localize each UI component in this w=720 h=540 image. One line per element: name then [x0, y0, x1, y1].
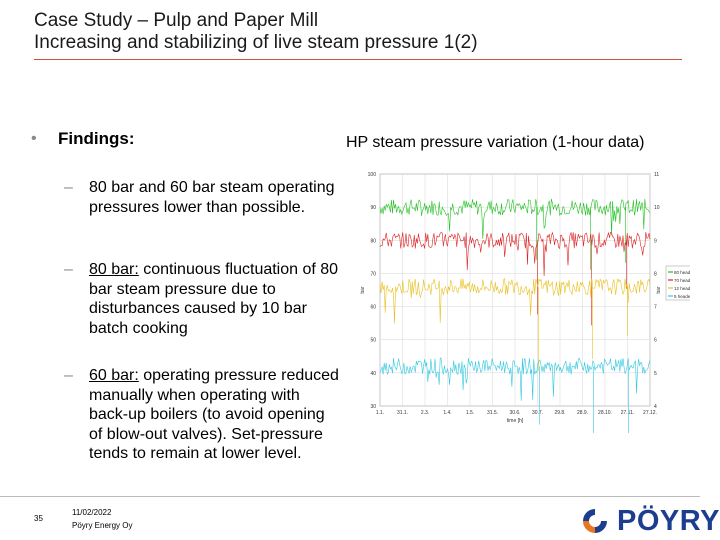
slide-title-line1: Case Study – Pulp and Paper Mill	[34, 10, 319, 31]
page-number: 35	[34, 514, 43, 523]
finding-text: 80 bar and 60 bar steam operating pressu…	[89, 179, 335, 216]
x-tick-label: 28.9.	[577, 410, 588, 416]
legend-label: 70 header	[674, 278, 690, 283]
series-line	[379, 231, 651, 277]
x-tick-label: 1.1.	[376, 410, 384, 416]
finding-dash: –	[64, 261, 73, 278]
footer-company: Pöyry Energy Oy	[72, 521, 133, 530]
y-tick-label: 30	[370, 404, 376, 410]
x-tick-label: 29.8.	[554, 410, 565, 416]
x-tick-label: 30.7.	[532, 410, 543, 416]
x-axis-label: time [h]	[507, 418, 524, 424]
y2-tick-label: 10	[654, 205, 660, 211]
legend-label: 12 header	[674, 286, 690, 291]
y2-tick-label: 7	[654, 305, 657, 311]
y-tick-label: 50	[370, 338, 376, 344]
x-tick-label: 30.6.	[509, 410, 520, 416]
y2-tick-label: 6	[654, 338, 657, 344]
finding-dash: –	[64, 179, 73, 196]
series-line	[379, 357, 651, 401]
findings-heading: Findings:	[58, 129, 135, 148]
x-tick-label: 27.12.	[643, 410, 657, 416]
x-tick-label: 1.5.	[466, 410, 474, 416]
y-tick-label: 90	[370, 205, 376, 211]
x-tick-label: 28.10.	[598, 410, 612, 416]
logo-wordmark: PÖYRY	[617, 505, 720, 537]
y2-tick-label: 4	[654, 404, 657, 410]
x-tick-label: 31.5.	[487, 410, 498, 416]
chart-title: HP steam pressure variation (1-hour data…	[346, 134, 645, 151]
y2-tick-label: 9	[654, 238, 657, 244]
footer-divider	[0, 496, 700, 497]
poyry-logo-icon	[583, 509, 607, 533]
y-axis-label: bar	[360, 286, 366, 294]
findings-bullet: •	[31, 130, 37, 147]
series-line	[379, 277, 651, 324]
title-divider	[34, 59, 682, 60]
x-tick-label: 2.3.	[421, 410, 429, 416]
footer-date: 11/02/2022	[72, 508, 112, 517]
legend-label: 80 header	[674, 270, 690, 275]
finding-text: 60 bar: operating pressure reduced manua…	[89, 367, 339, 462]
x-tick-label: 27.11.	[621, 410, 635, 416]
y2-axis-label: bar	[656, 286, 662, 294]
y-tick-label: 100	[368, 172, 377, 178]
finding-dash: –	[64, 367, 73, 384]
y2-tick-label: 5	[654, 371, 657, 377]
y-tick-label: 70	[370, 271, 376, 277]
y-tick-label: 60	[370, 305, 376, 311]
finding-text: 80 bar: continuous fluctuation of 80 bar…	[89, 261, 339, 337]
y2-tick-label: 11	[654, 172, 659, 178]
finding-lead: 80 bar:	[89, 261, 139, 278]
series-line	[379, 198, 651, 239]
y2-tick-label: 8	[654, 271, 657, 277]
y-tick-label: 40	[370, 371, 376, 377]
finding-lead: 60 bar:	[89, 367, 139, 384]
slide-title-line2: Increasing and stabilizing of live steam…	[34, 32, 478, 53]
y-tick-label: 80	[370, 238, 376, 244]
legend-label: 5 header	[674, 294, 690, 299]
slide-title: Case Study – Pulp and Paper Mill Increas…	[34, 10, 478, 54]
x-tick-label: 31.1.	[397, 410, 408, 416]
pressure-chart: 30 40 50 60 70 80 90 100 4 5 6 7 8 9 10 11 1.1. 31.1. 2.3.…	[360, 172, 690, 433]
x-tick-label: 1.4.	[443, 410, 451, 416]
